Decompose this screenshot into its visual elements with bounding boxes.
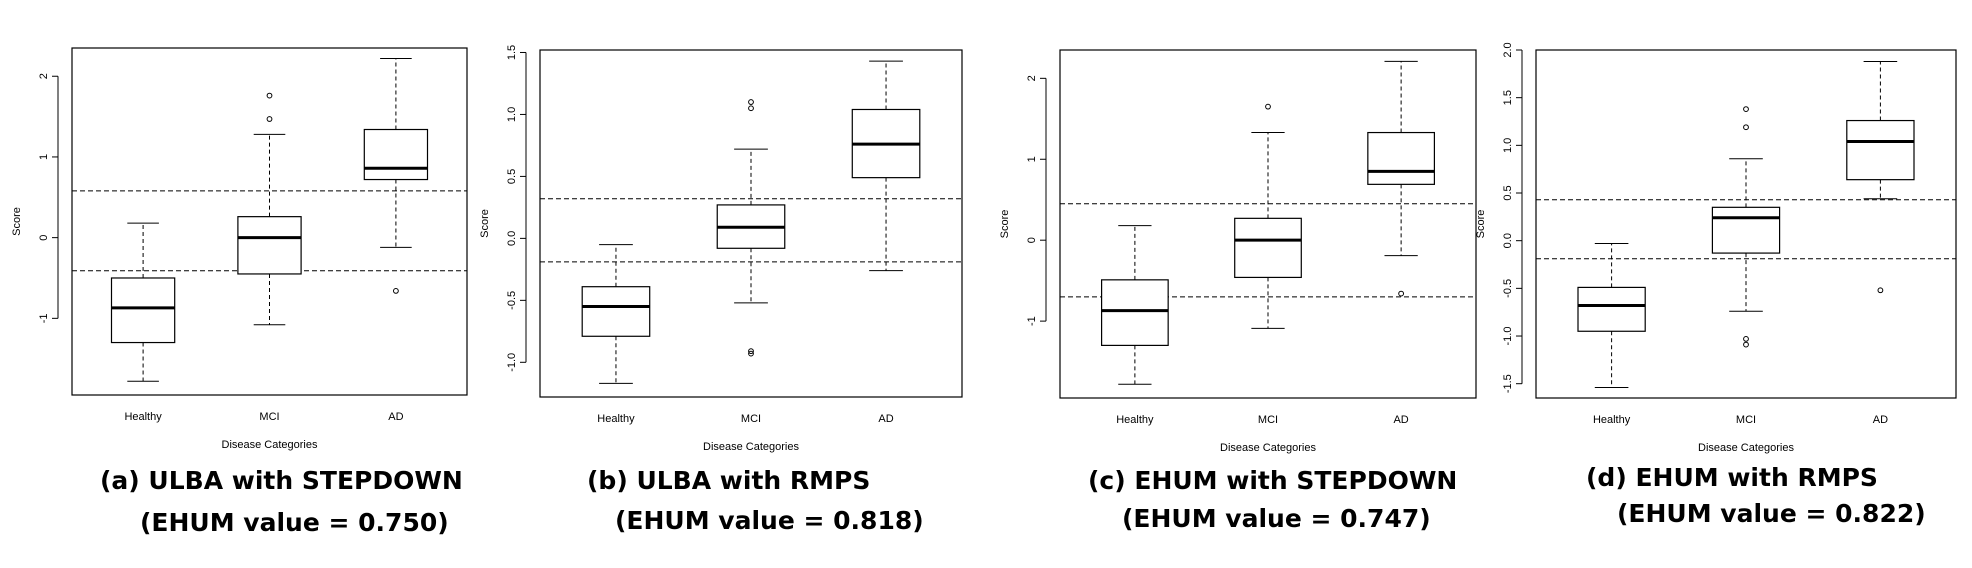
box-body — [363, 128, 429, 181]
x-category-label: MCI — [259, 411, 279, 423]
x-category-label: Healthy — [1593, 414, 1631, 426]
y-tick-label: -1.5 — [1502, 374, 1514, 393]
outlier-point — [748, 348, 754, 355]
boxplot-panel: -1.5 -1.0 -0.5 0.0 0.5 1.0 1.5 2.0 Score Healthy M… — [1475, 42, 1957, 528]
x-category-label: MCI — [1258, 414, 1278, 426]
outlier-point — [748, 105, 754, 112]
x-category-label: AD — [1873, 414, 1888, 426]
outlier-point — [266, 116, 273, 122]
outlier-point — [393, 288, 399, 294]
box-mci — [716, 99, 786, 357]
outlier-point — [748, 99, 754, 105]
box-ad — [363, 57, 429, 294]
x-category-label: Healthy — [597, 413, 635, 425]
box-healthy — [581, 244, 651, 384]
box-healthy — [1577, 243, 1646, 389]
y-tick-label: 1.5 — [1502, 90, 1514, 105]
box-mci — [237, 92, 302, 326]
y-tick-label: 0.5 — [506, 169, 518, 184]
panel-caption-title: (c) EHUM with STEPDOWN — [1088, 466, 1457, 495]
outlier-point — [1743, 106, 1749, 113]
x-axis-title: Disease Categories — [1220, 442, 1316, 454]
panel-caption-value: (EHUM value = 0.750) — [140, 508, 449, 537]
box-body — [1367, 131, 1435, 185]
plot-frame — [71, 47, 468, 396]
box-body — [1100, 279, 1169, 346]
x-category-label: Healthy — [124, 411, 162, 423]
y-tick-label: 0.0 — [506, 231, 518, 246]
box-ad — [851, 60, 921, 272]
x-category-label: MCI — [1736, 414, 1756, 426]
panel-caption-title: (a) ULBA with STEPDOWN — [100, 466, 463, 495]
box-body — [110, 277, 176, 344]
y-tick-label: 1 — [1026, 156, 1038, 162]
x-category-label: AD — [388, 411, 403, 423]
y-tick-label: 2.0 — [1502, 42, 1514, 57]
box-body — [1846, 119, 1915, 181]
box-body — [237, 216, 302, 275]
y-tick-label: -0.5 — [1502, 279, 1514, 298]
y-tick-label: -1.0 — [1502, 327, 1514, 346]
plot-frame — [1059, 49, 1477, 399]
boxplot-panel: -1.0 -0.5 0.0 0.5 1.0 1.5 Score Healthy MCI AD Dis… — [479, 45, 963, 535]
x-axis-title: Disease Categories — [703, 441, 799, 453]
box-body — [1711, 206, 1781, 254]
y-tick-label: 1.5 — [506, 45, 518, 60]
y-tick-label: 2 — [1026, 75, 1038, 81]
panel-caption-title: (d) EHUM with RMPS — [1586, 463, 1878, 492]
outlier-point — [1265, 103, 1271, 110]
box-body — [1234, 217, 1302, 279]
plot-frame — [539, 49, 963, 398]
x-category-label: AD — [1393, 414, 1408, 426]
box-body — [581, 286, 651, 337]
y-tick-label: 0 — [1026, 237, 1038, 243]
y-tick-label: -1.0 — [506, 353, 518, 372]
x-category-label: Healthy — [1116, 414, 1154, 426]
y-axis-title: Score — [479, 209, 491, 238]
x-axis-title: Disease Categories — [222, 439, 318, 451]
box-body — [1577, 286, 1646, 332]
box-mci — [1234, 103, 1302, 329]
y-tick-label: -1 — [38, 313, 50, 323]
boxplot-panel: -1 0 1 2 Score Healthy MCI AD Disease Categories… — [999, 49, 1477, 533]
boxplot-panel: -1 0 1 2 Score Healthy MCI AD Disease Categories… — [11, 47, 468, 537]
y-tick-label: 1.0 — [1502, 138, 1514, 153]
y-tick-label: 0.5 — [1502, 185, 1514, 200]
box-healthy — [110, 222, 176, 382]
box-mci — [1711, 106, 1781, 348]
y-tick-label: 0.0 — [1502, 233, 1514, 248]
panel-caption-value: (EHUM value = 0.822) — [1617, 499, 1926, 528]
x-axis-title: Disease Categories — [1698, 442, 1794, 454]
outlier-point — [1743, 124, 1749, 131]
x-category-label: AD — [878, 413, 893, 425]
y-tick-label: 1.0 — [506, 107, 518, 122]
y-tick-label: 2 — [38, 73, 50, 79]
panel-caption-value: (EHUM value = 0.747) — [1122, 504, 1431, 533]
y-axis-title: Score — [999, 210, 1011, 239]
outlier-point — [748, 350, 754, 357]
outlier-point — [266, 92, 273, 99]
y-tick-label: -0.5 — [506, 291, 518, 310]
outlier-point — [1877, 287, 1884, 294]
y-tick-label: -1 — [1026, 316, 1038, 326]
y-axis-title: Score — [11, 207, 23, 236]
outlier-point — [1398, 290, 1405, 297]
plot-frame — [1535, 49, 1957, 399]
box-healthy — [1100, 225, 1169, 385]
panel-caption-value: (EHUM value = 0.818) — [615, 506, 924, 535]
y-axis-title: Score — [1475, 210, 1487, 239]
outlier-point — [1743, 335, 1749, 342]
outlier-point — [1743, 341, 1749, 348]
x-category-label: MCI — [741, 413, 761, 425]
y-tick-label: 0 — [38, 235, 50, 241]
panel-caption-title: (b) ULBA with RMPS — [587, 466, 870, 495]
box-ad — [1846, 60, 1915, 294]
y-tick-label: 1 — [38, 154, 50, 160]
box-ad — [1367, 60, 1435, 297]
